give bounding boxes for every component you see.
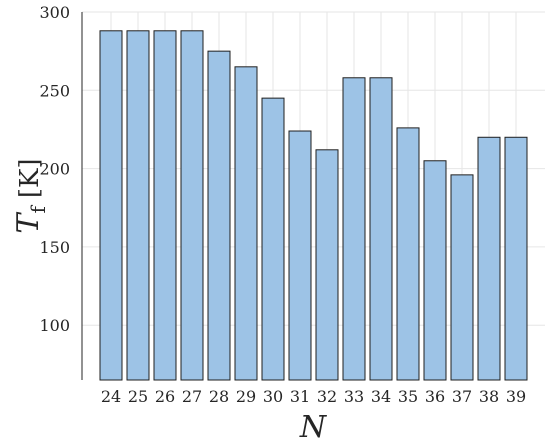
- bar-36: [423, 160, 447, 381]
- bar-38: [477, 136, 501, 381]
- bar-27: [180, 30, 204, 381]
- x-tick-label: 26: [155, 387, 175, 406]
- x-tick-labels: 24 25 26 27 28 29 30 31 32 33 34 35 36 37 38 39: [101, 387, 526, 406]
- x-tick-label: 37: [452, 387, 472, 406]
- x-tick-label: 36: [425, 387, 445, 406]
- y-axis-subscript: f: [26, 205, 50, 214]
- y-tick-label: 200: [39, 160, 70, 179]
- y-tick-label: 250: [39, 81, 70, 100]
- bar-35: [396, 127, 420, 381]
- bar-39: [504, 136, 528, 381]
- bar-28: [207, 50, 231, 381]
- bar-33: [342, 77, 366, 381]
- y-axis-symbol: T: [11, 212, 46, 234]
- x-tick-label: 31: [290, 387, 310, 406]
- y-tick-labels: 100 150 200 250 300: [39, 3, 70, 335]
- bar-30: [261, 97, 285, 381]
- x-tick-label: 32: [317, 387, 337, 406]
- bar-31: [288, 130, 312, 381]
- x-tick-label: 28: [209, 387, 229, 406]
- y-axis-label: Tf [K]: [11, 158, 50, 233]
- bar-32: [315, 149, 339, 381]
- y-axis-unit: [K]: [15, 158, 45, 198]
- bar-26: [153, 30, 177, 381]
- x-tick-label: 24: [101, 387, 121, 406]
- y-tick-label: 100: [39, 316, 70, 335]
- bar-34: [369, 77, 393, 381]
- x-tick-label: 34: [371, 387, 391, 406]
- x-tick-label: 29: [236, 387, 256, 406]
- x-tick-label: 33: [344, 387, 364, 406]
- y-tick-label: 300: [39, 3, 70, 22]
- x-axis-label: N: [299, 410, 328, 441]
- x-tick-label: 39: [506, 387, 526, 406]
- bar-29: [234, 66, 258, 381]
- y-tick-label: 150: [39, 238, 70, 257]
- x-tick-label: 25: [128, 387, 148, 406]
- x-tick-label: 27: [182, 387, 202, 406]
- x-tick-label: 35: [398, 387, 418, 406]
- x-tick-label: 38: [479, 387, 499, 406]
- x-tick-label: 30: [263, 387, 283, 406]
- bar-25: [126, 30, 150, 381]
- bar-37: [450, 174, 474, 381]
- bar-24: [99, 30, 123, 381]
- grid-lines: [82, 11, 545, 380]
- bars: [99, 30, 528, 381]
